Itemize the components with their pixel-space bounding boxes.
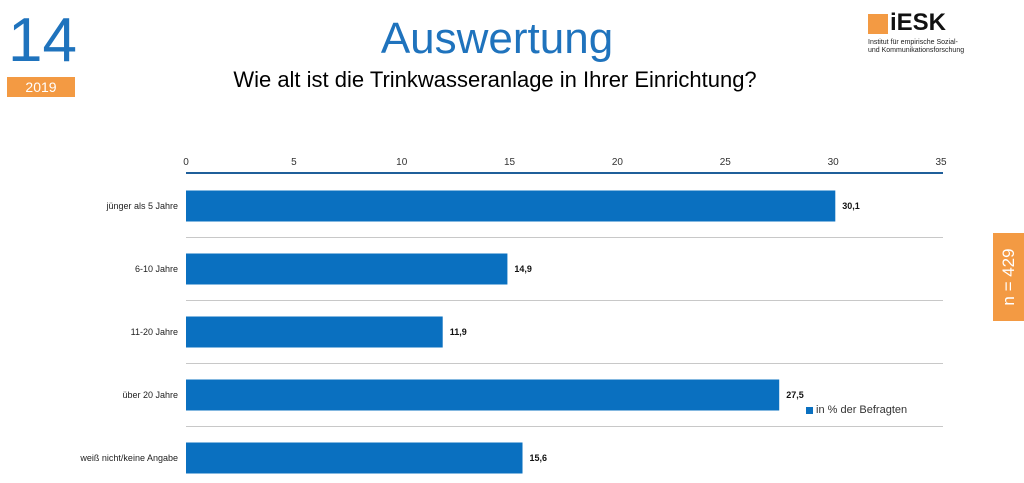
legend-label: in % der Befragten bbox=[816, 404, 908, 416]
x-tick-label: 20 bbox=[612, 157, 624, 168]
bar bbox=[186, 316, 443, 348]
category-label: 6-10 Jahre bbox=[135, 264, 178, 274]
data-label: 11,9 bbox=[450, 327, 467, 337]
logo-square-icon bbox=[868, 14, 888, 34]
year-badge: 2019 bbox=[7, 77, 75, 97]
chart-question: Wie alt ist die Trinkwasseranlage in Ihr… bbox=[233, 67, 757, 92]
x-tick-label: 30 bbox=[828, 157, 840, 168]
logo-tagline-1: Institut für empirische Sozial- bbox=[868, 39, 958, 46]
x-tick-label: 35 bbox=[935, 157, 947, 168]
page-title: Auswertung bbox=[380, 14, 614, 63]
category-label: über 20 Jahre bbox=[122, 390, 178, 400]
sample-size-badge: n = 429 bbox=[993, 233, 1024, 321]
data-label: 27,5 bbox=[786, 390, 804, 400]
x-tick-label: 25 bbox=[720, 157, 732, 168]
category-label: jünger als 5 Jahre bbox=[105, 201, 178, 211]
slide-number: 14 bbox=[8, 6, 77, 75]
bar bbox=[186, 379, 780, 411]
x-tick-label: 0 bbox=[183, 157, 189, 168]
logo-tagline-2: und Kommunikationsforschung bbox=[868, 47, 965, 54]
data-label: 15,6 bbox=[530, 453, 548, 463]
chart-legend: in % der Befragten bbox=[806, 404, 907, 416]
x-tick-label: 15 bbox=[504, 157, 516, 168]
legend-swatch bbox=[806, 406, 813, 414]
logo-wordmark: iESK bbox=[890, 9, 947, 36]
category-label: 11-20 Jahre bbox=[131, 327, 178, 337]
bar bbox=[186, 190, 836, 222]
bar bbox=[186, 253, 508, 285]
data-label: 14,9 bbox=[514, 264, 532, 274]
x-tick-label: 10 bbox=[396, 157, 408, 168]
x-tick-label: 5 bbox=[291, 157, 297, 168]
iesk-logo: iESK Institut für empirische Sozial- und… bbox=[868, 10, 978, 58]
category-label: weiß nicht/keine Angabe bbox=[79, 453, 178, 463]
data-label: 30,1 bbox=[842, 201, 860, 211]
bar bbox=[186, 442, 523, 474]
